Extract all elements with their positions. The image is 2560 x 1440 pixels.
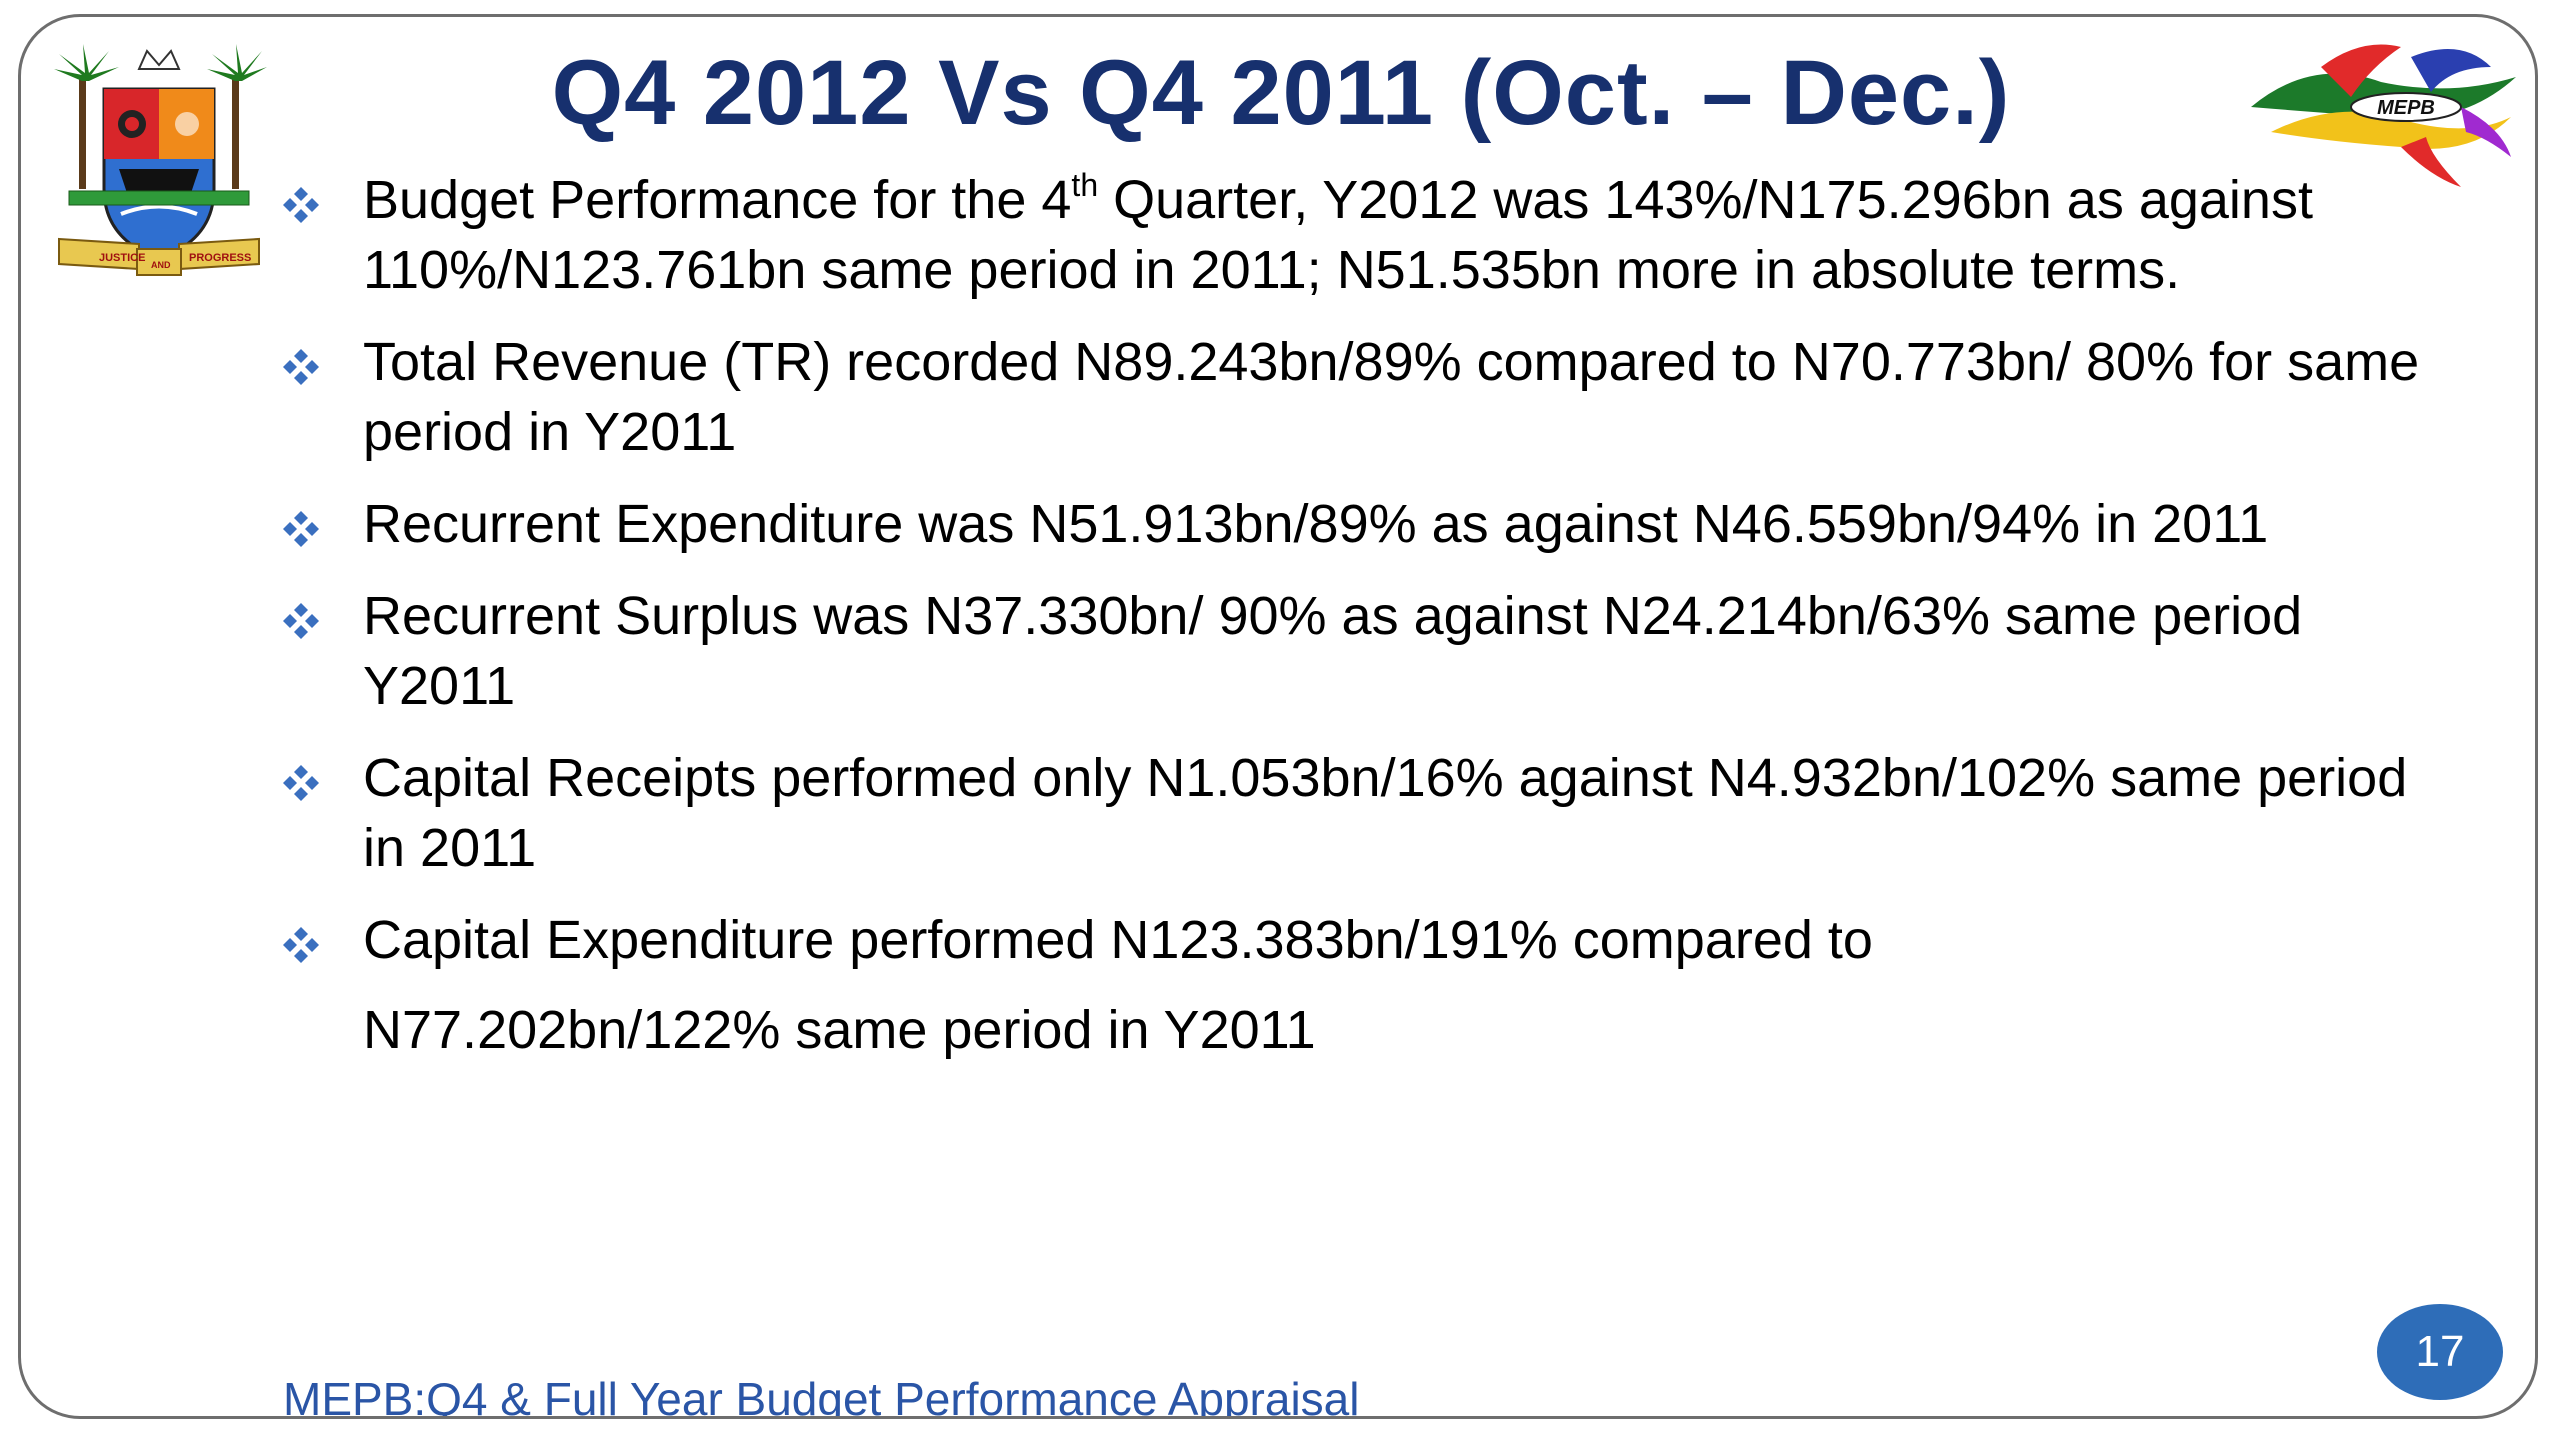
palm-tree-left-icon <box>54 44 119 189</box>
diamond-bullet-icon <box>283 603 319 639</box>
bullet-text-line2: N77.202bn/122% same period in Y2011 <box>363 1000 1316 1060</box>
page-number-badge: 17 <box>2377 1304 2503 1400</box>
diamond-bullet-icon <box>283 511 319 547</box>
svg-text:MEPB: MEPB <box>2377 97 2435 119</box>
bullet-text-suffix: Quarter, Y2012 was 143%/N175.296bn as ag… <box>363 170 2313 300</box>
slide-title: Q4 2012 Vs Q4 2011 (Oct. – Dec.) <box>551 42 2011 144</box>
mepb-logo: MEPB <box>2251 44 2516 187</box>
slide-footer: MEPB:Q4 & Full Year Budget Performance A… <box>283 1373 1360 1419</box>
bullet-total-revenue: Total Revenue (TR) recorded N89.243bn/89… <box>281 327 2441 467</box>
svg-text:JUSTICE: JUSTICE <box>99 252 145 264</box>
bullet-recurrent-expenditure: Recurrent Expenditure was N51.913bn/89% … <box>281 489 2441 559</box>
diamond-bullet-icon <box>283 349 319 385</box>
bullet-text-prefix: Budget Performance for the 4 <box>363 170 1072 230</box>
diamond-bullet-icon <box>283 187 319 223</box>
bullet-text: Total Revenue (TR) recorded N89.243bn/89… <box>363 332 2420 462</box>
bullet-recurrent-surplus: Recurrent Surplus was N37.330bn/ 90% as … <box>281 581 2441 721</box>
bullet-text: Recurrent Expenditure was N51.913bn/89% … <box>363 494 2269 554</box>
bullet-capital-receipts: Capital Receipts performed only N1.053bn… <box>281 743 2441 883</box>
coat-of-arms-logo: JUSTICE AND PROGRESS <box>54 44 267 276</box>
bullet-text: Recurrent Surplus was N37.330bn/ 90% as … <box>363 586 2303 716</box>
bullet-text-line1: Capital Expenditure performed N123.383bn… <box>363 910 1873 970</box>
bullet-list: Budget Performance for the 4th Quarter, … <box>281 165 2441 1087</box>
svg-text:AND: AND <box>151 260 171 270</box>
bullet-text: Capital Receipts performed only N1.053bn… <box>363 748 2408 878</box>
palm-tree-right-icon <box>207 44 267 189</box>
bullet-superscript: th <box>1071 167 1099 203</box>
diamond-bullet-icon <box>283 927 319 963</box>
svg-text:PROGRESS: PROGRESS <box>189 252 251 264</box>
bullet-capital-expenditure: Capital Expenditure performed N123.383bn… <box>281 905 2441 1065</box>
slide: JUSTICE AND PROGRESS Q4 2012 Vs Q4 2011 … <box>18 14 2538 1419</box>
bullet-budget-performance: Budget Performance for the 4th Quarter, … <box>281 165 2441 305</box>
diamond-bullet-icon <box>283 765 319 801</box>
